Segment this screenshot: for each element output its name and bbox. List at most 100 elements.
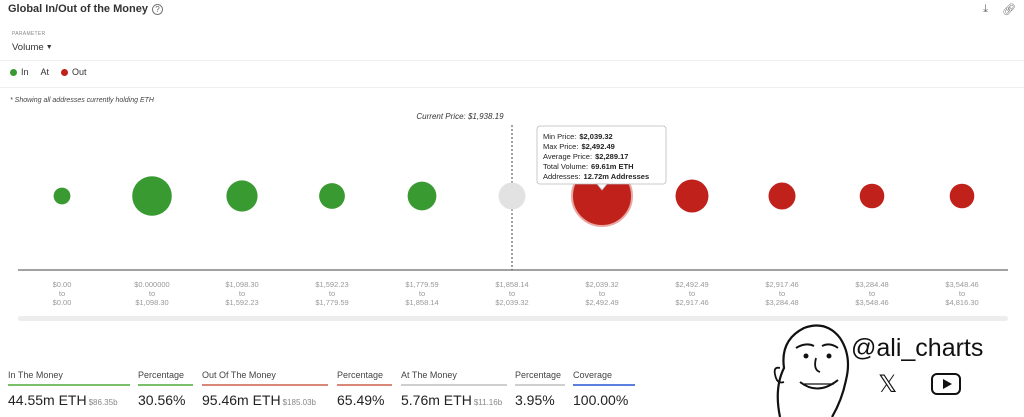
x-tick-label: $1,858.14 — [405, 298, 438, 307]
stat-label: Coverage — [573, 370, 613, 380]
stat-underline — [515, 384, 565, 386]
legend-at-label: At — [40, 67, 50, 77]
legend-item-at[interactable]: At — [41, 67, 50, 77]
link-icon[interactable]: 🔗︎ — [1002, 4, 1016, 16]
stat-block: At The Money 5.76m ETH $11.16b — [401, 370, 507, 408]
stat-underline — [337, 384, 392, 386]
legend: In At Out — [10, 67, 87, 77]
tooltip-avg-label: Average Price: — [543, 152, 592, 161]
widget-title-text: Global In/Out of the Money — [8, 3, 148, 15]
legend-out-label: Out — [72, 67, 87, 77]
tooltip-max-label: Max Price: — [543, 142, 578, 151]
chevron-down-icon: ▼ — [45, 44, 53, 51]
x-tick-label: $1,592.23 — [225, 298, 258, 307]
x-tick-label: $1,592.23 — [315, 280, 348, 289]
divider — [0, 87, 1024, 88]
divider — [0, 60, 1024, 61]
stat-label: Percentage — [138, 370, 185, 380]
x-tick-label: $2,039.32 — [495, 298, 528, 307]
x-tick-label: $1,779.59 — [315, 298, 348, 307]
stat-label: In The Money — [8, 370, 63, 380]
x-tick-label: $2,492.49 — [585, 298, 618, 307]
bubble-in[interactable] — [407, 181, 437, 211]
x-tick-label: $1,098.30 — [225, 280, 258, 289]
stat-label: Percentage — [337, 370, 384, 380]
stat-value: 30.56% — [138, 392, 186, 408]
stat-underline — [202, 384, 328, 386]
x-tick-connector: to — [779, 289, 785, 298]
x-tick-label: $2,917.46 — [765, 280, 798, 289]
summary-stats: In The Money 44.55m ETH $86.35b Percentage 3… — [0, 370, 650, 417]
stat-label: At The Money — [401, 370, 457, 380]
stat-value: 65.49% — [337, 392, 385, 408]
x-tick-connector: to — [599, 289, 605, 298]
x-tick-connector: to — [959, 289, 965, 298]
parameter-value: Volume — [12, 42, 44, 53]
bubble-in[interactable] — [319, 183, 345, 209]
x-tick-label: $3,548.46 — [945, 280, 978, 289]
bubble-out[interactable] — [675, 179, 709, 213]
stat-block: Out Of The Money 95.46m ETH $185.03b — [202, 370, 328, 408]
stat-block: Coverage 100.00% — [573, 370, 635, 408]
tooltip-avg: Average Price: $2,289.17 — [543, 152, 628, 161]
bubble-in[interactable] — [132, 176, 172, 216]
legend-item-out[interactable]: Out — [61, 67, 87, 77]
x-tick-connector: to — [59, 289, 65, 298]
stat-block: In The Money 44.55m ETH $86.35b — [8, 370, 130, 408]
tooltip-min-label: Min Price: — [543, 132, 576, 141]
iomap-chart: Current Price: $1,938.19 $0.00to$0.00$0.… — [18, 112, 1008, 307]
bubble-in[interactable] — [226, 180, 258, 212]
bubble-in[interactable] — [53, 187, 71, 205]
x-tick-label: $3,284.48 — [855, 280, 888, 289]
stat-label: Out Of The Money — [202, 370, 276, 380]
widget-title: Global In/Out of the Money ? — [8, 3, 163, 15]
stat-usd-value: $86.35b — [88, 398, 118, 407]
x-tick-label: $0.00 — [53, 280, 72, 289]
tooltip-min: Min Price: $2,039.32 — [543, 132, 613, 141]
stat-value: 3.95% — [515, 392, 555, 408]
x-tick-label: $1,098.30 — [135, 298, 168, 307]
bubble-out[interactable] — [768, 182, 796, 210]
legend-item-in[interactable]: In — [10, 67, 29, 77]
tooltip-max-value: $2,492.49 — [581, 142, 614, 151]
stat-block: Percentage 30.56% — [138, 370, 193, 408]
tooltip-pointer — [596, 183, 608, 191]
green-dot-icon — [10, 68, 17, 76]
bubble-out[interactable] — [949, 183, 975, 209]
youtube-icon — [931, 373, 961, 395]
x-tick-label: $4,816.30 — [945, 298, 978, 307]
x-tick-label: $2,039.32 — [585, 280, 618, 289]
stat-underline — [8, 384, 130, 386]
download-icon[interactable]: ⤓ — [983, 3, 989, 15]
tooltip-avg-value: $2,289.17 — [595, 152, 628, 161]
chart-scrollbar[interactable] — [18, 316, 1008, 321]
author-watermark: @ali_charts 𝕏 — [766, 318, 1024, 417]
current-price-label: Current Price: $1,938.19 — [416, 112, 504, 121]
stat-usd-value: $185.03b — [282, 398, 316, 407]
bucket-tooltip: Min Price: $2,039.32 Max Price: $2,492.49 … — [536, 125, 667, 191]
x-tick-label: $1,858.14 — [495, 280, 528, 289]
holdings-note: * Showing all addresses currently holdin… — [10, 97, 154, 104]
parameter-dropdown[interactable]: Volume ▼ — [12, 42, 53, 53]
x-tick-connector: to — [689, 289, 695, 298]
x-tick-label: $0.00 — [53, 298, 72, 307]
x-tick-label: $0.000000 — [134, 280, 169, 289]
bubble-at[interactable] — [498, 182, 526, 210]
bubble-out[interactable] — [859, 183, 885, 209]
stat-label: Percentage — [515, 370, 562, 380]
x-tick-label: $3,284.48 — [765, 298, 798, 307]
x-tick-connector: to — [239, 289, 245, 298]
stat-block: Percentage 65.49% — [337, 370, 392, 408]
x-tick-label: $2,492.49 — [675, 280, 708, 289]
stat-usd-value: $11.16b — [473, 398, 503, 407]
tooltip-volume: Total Volume: 69.61m ETH — [543, 162, 634, 171]
tooltip-vol-value: 69.61m ETH — [591, 162, 634, 171]
red-dot-icon — [61, 68, 69, 76]
stat-underline — [401, 384, 507, 386]
x-tick-connector: to — [869, 289, 875, 298]
x-logo-icon: 𝕏 — [878, 371, 898, 398]
x-tick-connector: to — [419, 289, 425, 298]
help-circle-icon[interactable]: ? — [151, 3, 163, 15]
tooltip-addresses: Addresses: 12.72m Addresses — [543, 172, 649, 181]
x-tick-connector: to — [329, 289, 335, 298]
